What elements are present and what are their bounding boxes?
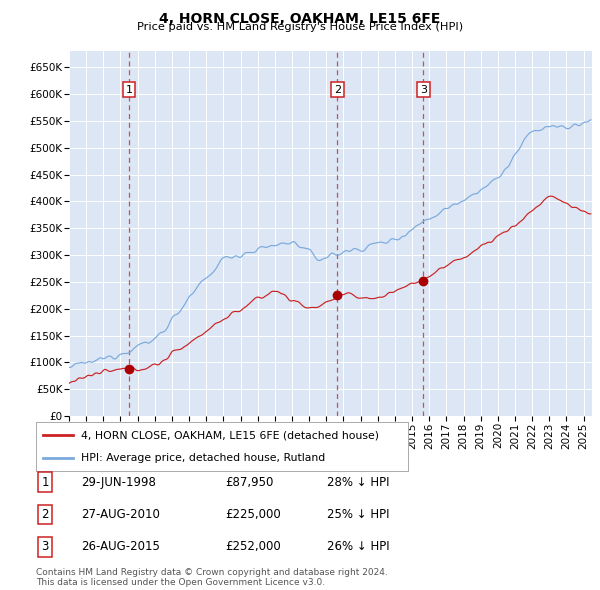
Text: £225,000: £225,000 [225, 508, 281, 521]
Text: 26-AUG-2015: 26-AUG-2015 [81, 540, 160, 553]
Text: 1: 1 [41, 476, 49, 489]
Text: 3: 3 [41, 540, 49, 553]
Text: 4, HORN CLOSE, OAKHAM, LE15 6FE (detached house): 4, HORN CLOSE, OAKHAM, LE15 6FE (detache… [80, 430, 379, 440]
Text: 2: 2 [334, 84, 341, 94]
Text: 4, HORN CLOSE, OAKHAM, LE15 6FE: 4, HORN CLOSE, OAKHAM, LE15 6FE [160, 12, 440, 26]
Text: Contains HM Land Registry data © Crown copyright and database right 2024.
This d: Contains HM Land Registry data © Crown c… [36, 568, 388, 587]
Text: £252,000: £252,000 [225, 540, 281, 553]
Text: 2: 2 [41, 508, 49, 521]
Text: 3: 3 [420, 84, 427, 94]
Text: 26% ↓ HPI: 26% ↓ HPI [327, 540, 389, 553]
Text: 28% ↓ HPI: 28% ↓ HPI [327, 476, 389, 489]
Text: 25% ↓ HPI: 25% ↓ HPI [327, 508, 389, 521]
Text: 1: 1 [125, 84, 133, 94]
Text: Price paid vs. HM Land Registry's House Price Index (HPI): Price paid vs. HM Land Registry's House … [137, 22, 463, 32]
Text: HPI: Average price, detached house, Rutland: HPI: Average price, detached house, Rutl… [80, 453, 325, 463]
Text: 27-AUG-2010: 27-AUG-2010 [81, 508, 160, 521]
Text: 29-JUN-1998: 29-JUN-1998 [81, 476, 156, 489]
Text: £87,950: £87,950 [225, 476, 274, 489]
